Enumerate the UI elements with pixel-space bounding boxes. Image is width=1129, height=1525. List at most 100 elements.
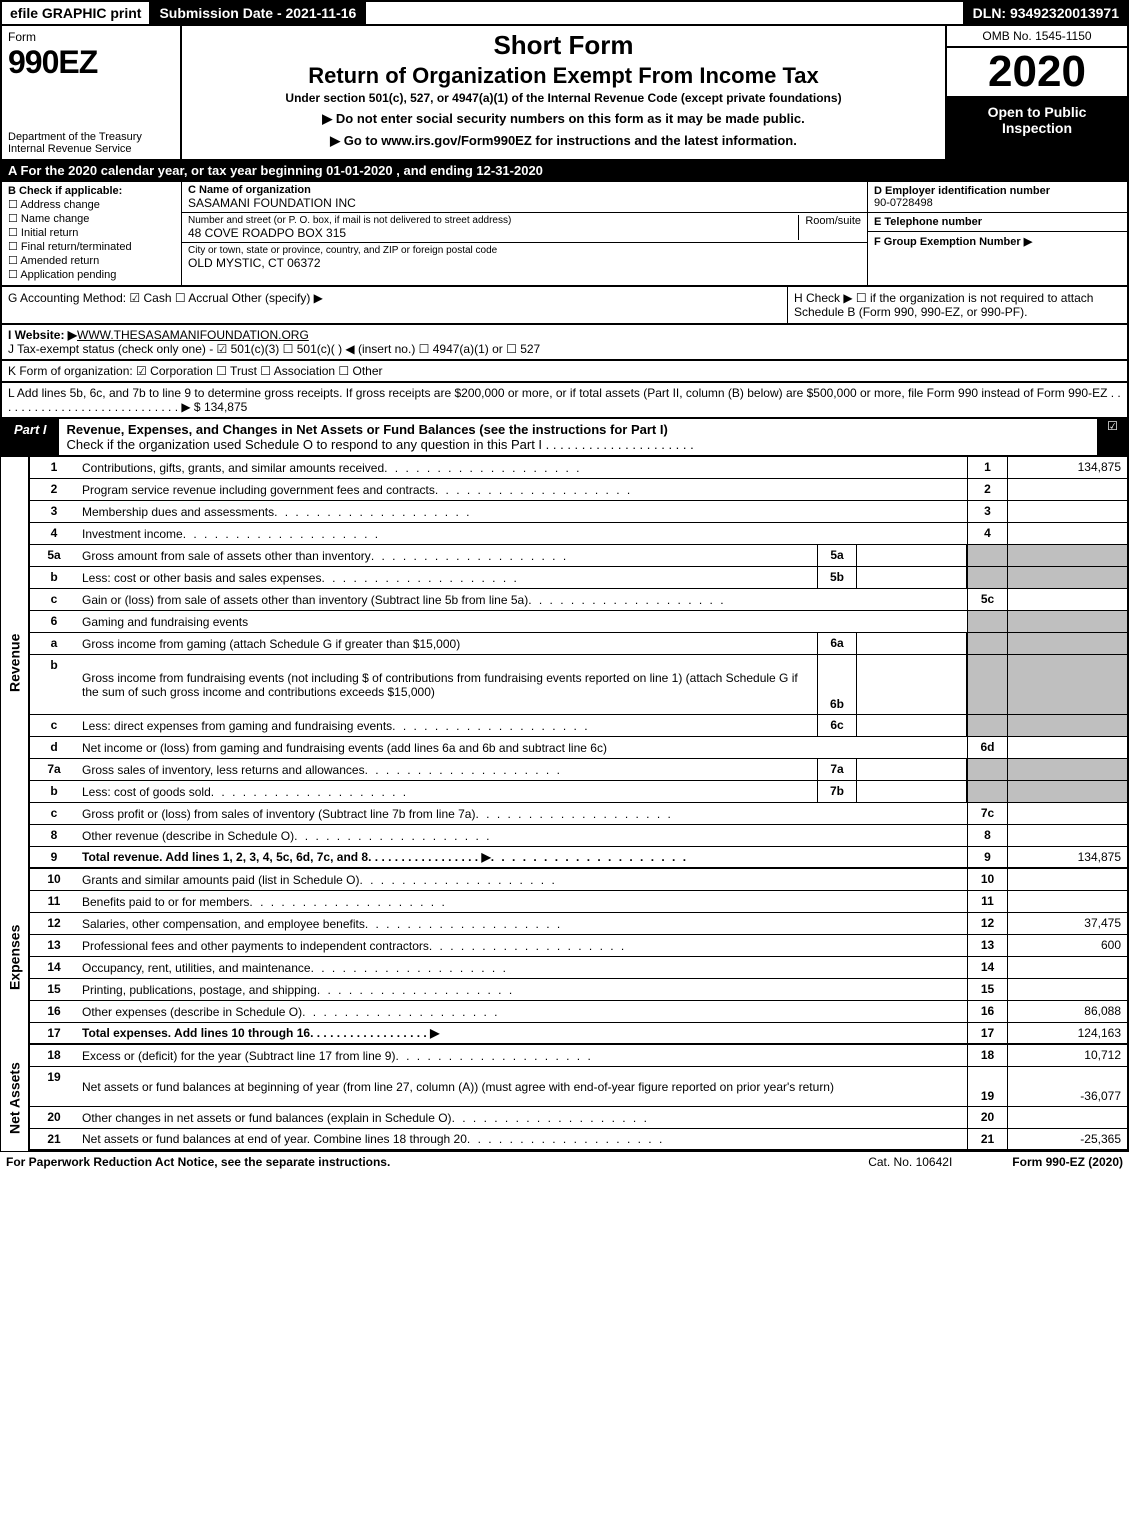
- line-6-rn: [967, 611, 1007, 632]
- line-9-rn: 9: [967, 847, 1007, 867]
- chk-address-change[interactable]: ☐ Address change: [8, 198, 175, 211]
- ein-value: 90-0728498: [874, 197, 1121, 209]
- line-6d-val: [1007, 737, 1127, 758]
- line-16-num: 16: [30, 1001, 78, 1022]
- line-15-num: 15: [30, 979, 78, 1000]
- line-16-val: 86,088: [1007, 1001, 1127, 1022]
- topbar: efile GRAPHIC print Submission Date - 20…: [0, 0, 1129, 26]
- line-7c-val: [1007, 803, 1127, 824]
- chk-pending[interactable]: ☐ Application pending: [8, 268, 175, 281]
- chk-final-return[interactable]: ☐ Final return/terminated: [8, 240, 175, 253]
- line-7b-sv: [857, 781, 967, 802]
- line-9-val: 134,875: [1007, 847, 1127, 867]
- row-gh: G Accounting Method: ☑ Cash ☐ Accrual Ot…: [0, 287, 1129, 325]
- line-19-desc: Net assets or fund balances at beginning…: [78, 1067, 967, 1106]
- goto-link[interactable]: ▶ Go to www.irs.gov/Form990EZ for instru…: [190, 133, 937, 149]
- line-18-num: 18: [30, 1045, 78, 1066]
- line-12-val: 37,475: [1007, 913, 1127, 934]
- line-4-val: [1007, 523, 1127, 544]
- line-2-desc: Program service revenue including govern…: [78, 479, 967, 500]
- schedule-b-check: H Check ▶ ☐ if the organization is not r…: [787, 287, 1127, 323]
- ein-label: D Employer identification number: [874, 185, 1121, 197]
- part-i-title-text: Revenue, Expenses, and Changes in Net As…: [67, 422, 668, 437]
- line-12-desc: Salaries, other compensation, and employ…: [78, 913, 967, 934]
- line-7b-desc: Less: cost of goods sold: [78, 781, 817, 802]
- line-15-val: [1007, 979, 1127, 1000]
- department: Department of the Treasury Internal Reve…: [8, 131, 174, 155]
- tax-exempt-status: J Tax-exempt status (check only one) - ☑…: [8, 342, 1121, 356]
- line-19-num: 19: [30, 1067, 78, 1106]
- line-7b-num: b: [30, 781, 78, 802]
- line-6c-desc: Less: direct expenses from gaming and fu…: [78, 715, 817, 736]
- room-suite: Room/suite: [798, 215, 861, 240]
- line-6-desc: Gaming and fundraising events: [78, 611, 967, 632]
- line-3-val: [1007, 501, 1127, 522]
- chk-name-change[interactable]: ☐ Name change: [8, 212, 175, 225]
- line-10-desc: Grants and similar amounts paid (list in…: [78, 869, 967, 890]
- line-11-val: [1007, 891, 1127, 912]
- line-10-num: 10: [30, 869, 78, 890]
- line-4-rn: 4: [967, 523, 1007, 544]
- line-8-rn: 8: [967, 825, 1007, 846]
- line-6c-sv: [857, 715, 967, 736]
- line-5a-desc: Gross amount from sale of assets other t…: [78, 545, 817, 566]
- col-def: D Employer identification number 90-0728…: [867, 182, 1127, 285]
- line-6b-rn: [967, 655, 1007, 714]
- line-11-desc: Benefits paid to or for members: [78, 891, 967, 912]
- line-7b-rn: [967, 781, 1007, 802]
- line-6d-desc: Net income or (loss) from gaming and fun…: [78, 737, 967, 758]
- org-name: SASAMANI FOUNDATION INC: [188, 196, 356, 210]
- line-20-num: 20: [30, 1107, 78, 1128]
- line-21-rn: 21: [967, 1129, 1007, 1149]
- line-5b-rn: [967, 567, 1007, 588]
- line-16-desc: Other expenses (describe in Schedule O): [78, 1001, 967, 1022]
- line-7a-desc: Gross sales of inventory, less returns a…: [78, 759, 817, 780]
- line-10-val: [1007, 869, 1127, 890]
- line-6a-rv: [1007, 633, 1127, 654]
- part-i-header: Part I Revenue, Expenses, and Changes in…: [0, 419, 1129, 457]
- line-6a-sv: [857, 633, 967, 654]
- part-i-sub: Check if the organization used Schedule …: [67, 437, 543, 452]
- line-6c-sn: 6c: [817, 715, 857, 736]
- line-18-val: 10,712: [1007, 1045, 1127, 1066]
- line-7c-num: c: [30, 803, 78, 824]
- form-ref: Form 990-EZ (2020): [1012, 1155, 1123, 1169]
- line-21-val: -25,365: [1007, 1129, 1127, 1149]
- chk-initial-return[interactable]: ☐ Initial return: [8, 226, 175, 239]
- line-6b-desc: Gross income from fundraising events (no…: [78, 655, 817, 714]
- line-6b-sv: [857, 655, 967, 714]
- no-ssn-notice: ▶ Do not enter social security numbers o…: [190, 111, 937, 127]
- line-19-rn: 19: [967, 1067, 1007, 1106]
- line-7a-num: 7a: [30, 759, 78, 780]
- line-17-num: 17: [30, 1023, 78, 1043]
- line-5b-sn: 5b: [817, 567, 857, 588]
- website-link[interactable]: WWW.THESASAMANIFOUNDATION.ORG: [77, 328, 309, 342]
- line-3-desc: Membership dues and assessments: [78, 501, 967, 522]
- line-17-rn: 17: [967, 1023, 1007, 1043]
- line-7a-sv: [857, 759, 967, 780]
- open-to-public: Open to Public Inspection: [947, 98, 1127, 159]
- title-block: Short Form Return of Organization Exempt…: [182, 26, 947, 159]
- row-k-org-form: K Form of organization: ☑ Corporation ☐ …: [0, 361, 1129, 383]
- line-14-desc: Occupancy, rent, utilities, and maintena…: [78, 957, 967, 978]
- revenue-section-label: Revenue: [0, 457, 28, 869]
- line-5c-desc: Gain or (loss) from sale of assets other…: [78, 589, 967, 610]
- line-17-desc: Total expenses. Add lines 10 through 16 …: [78, 1023, 967, 1043]
- line-6b-rv: [1007, 655, 1127, 714]
- line-6a-desc: Gross income from gaming (attach Schedul…: [78, 633, 817, 654]
- entity-block: B Check if applicable: ☐ Address change …: [0, 182, 1129, 287]
- short-form-title: Short Form: [190, 30, 937, 61]
- line-16-rn: 16: [967, 1001, 1007, 1022]
- line-21-desc: Net assets or fund balances at end of ye…: [78, 1129, 967, 1149]
- line-6c-rn: [967, 715, 1007, 736]
- line-7b-sn: 7b: [817, 781, 857, 802]
- chk-amended[interactable]: ☐ Amended return: [8, 254, 175, 267]
- org-city: OLD MYSTIC, CT 06372: [188, 256, 497, 270]
- line-6a-sn: 6a: [817, 633, 857, 654]
- part-i-checkbox[interactable]: ☑: [1097, 419, 1127, 455]
- line-3-num: 3: [30, 501, 78, 522]
- line-4-desc: Investment income: [78, 523, 967, 544]
- efile-print[interactable]: efile GRAPHIC print: [2, 2, 151, 24]
- line-10-rn: 10: [967, 869, 1007, 890]
- line-6-rv: [1007, 611, 1127, 632]
